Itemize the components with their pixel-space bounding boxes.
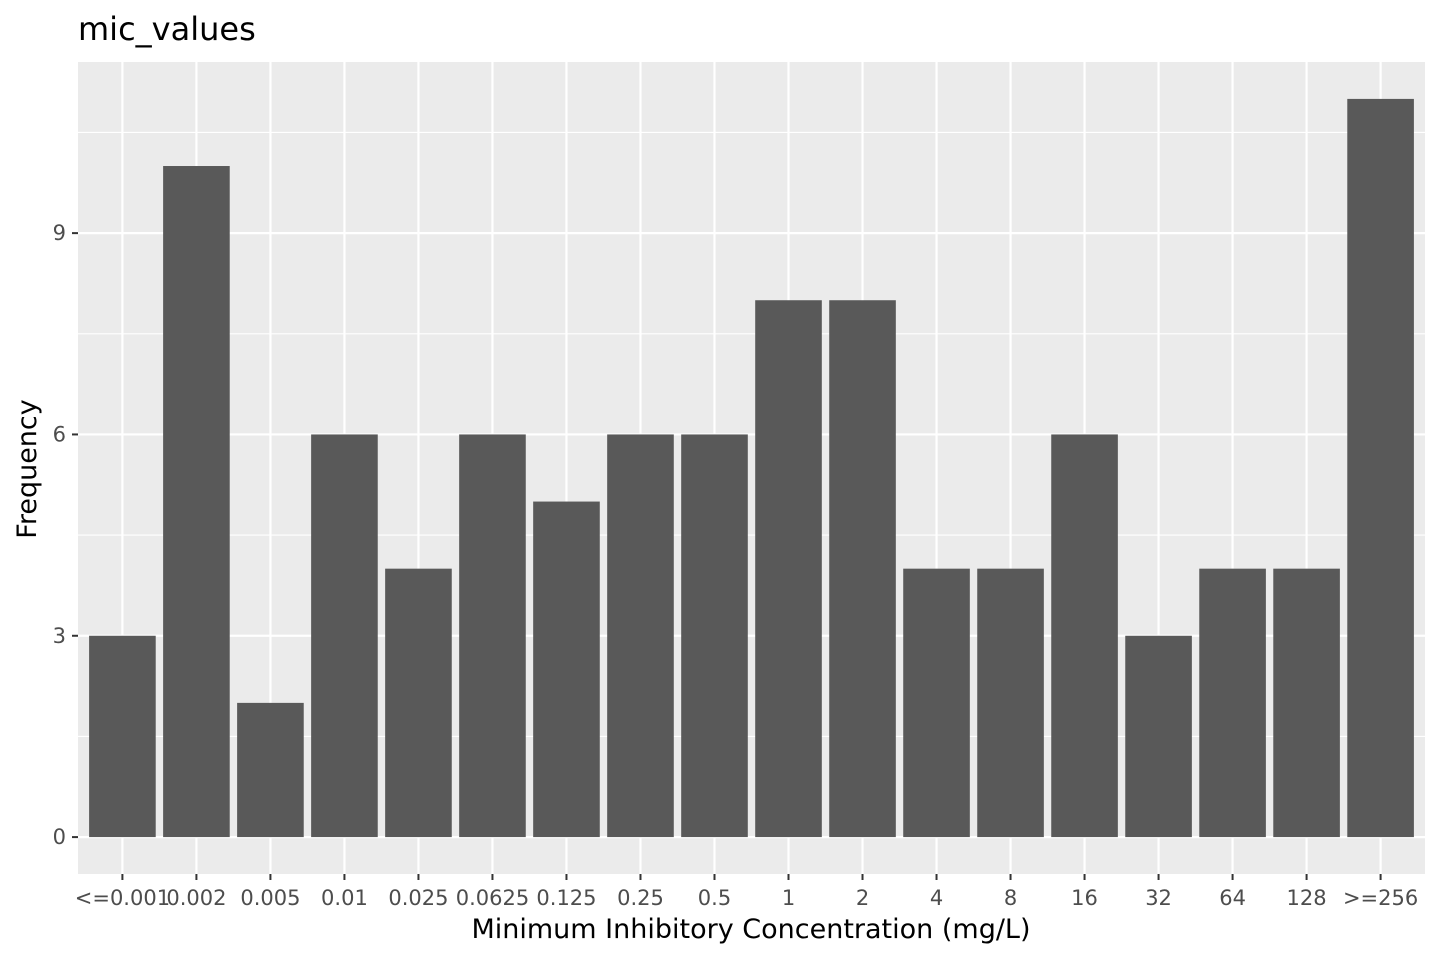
x-tick-label: 0.005 [240, 886, 300, 910]
x-tick-label: 2 [856, 886, 869, 910]
y-tick-label: 9 [53, 221, 66, 245]
bar [977, 568, 1044, 838]
y-tick-label: 0 [53, 825, 66, 849]
y-axis: 0 3 6 9 [53, 221, 78, 849]
bar [755, 300, 822, 838]
bar [237, 702, 304, 838]
x-tick-label: 32 [1145, 886, 1172, 910]
x-tick-label: 4 [930, 886, 943, 910]
x-tick-label: 0.5 [698, 886, 731, 910]
bar [1199, 568, 1266, 838]
bar [89, 635, 156, 838]
x-tick-label: 128 [1287, 886, 1327, 910]
bar [829, 300, 896, 838]
x-tick-label: 0.01 [321, 886, 368, 910]
x-axis-title: Minimum Inhibitory Concentration (mg/L) [471, 914, 1030, 945]
bar [163, 166, 230, 838]
bar [1051, 434, 1118, 838]
y-tick-label: 3 [53, 624, 66, 648]
x-tick-label: 16 [1071, 886, 1098, 910]
x-tick-label: 0.125 [536, 886, 596, 910]
x-tick-label: <=0.001 [75, 886, 170, 910]
x-tick-label: 0.0625 [456, 886, 529, 910]
x-tick-label: >=256 [1343, 886, 1418, 910]
x-tick-label: 8 [1004, 886, 1017, 910]
chart-title: mic_values [78, 10, 256, 48]
bars [89, 98, 1414, 838]
x-tick-label: 64 [1219, 886, 1246, 910]
bar [459, 434, 526, 838]
bar [533, 501, 600, 838]
bar [385, 568, 452, 838]
x-tick-label: 0.25 [617, 886, 664, 910]
y-axis-title: Frequency [12, 399, 43, 539]
x-tick-label: 0.002 [166, 886, 226, 910]
bar [607, 434, 674, 838]
bar [681, 434, 748, 838]
bar [1273, 568, 1340, 838]
bar [1125, 635, 1192, 838]
x-tick-label: 0.025 [388, 886, 448, 910]
x-tick-label: 1 [782, 886, 795, 910]
bar [903, 568, 970, 838]
bar [311, 434, 378, 838]
y-tick-label: 6 [53, 422, 66, 446]
bar [1347, 98, 1414, 838]
